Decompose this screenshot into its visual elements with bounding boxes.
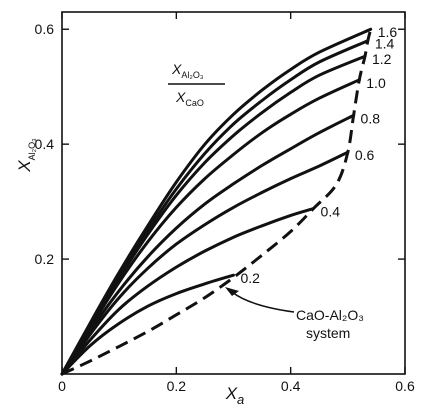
series-line-0-4 <box>60 207 315 376</box>
x-tick-label: 0.4 <box>281 378 301 394</box>
series-line-0-8 <box>60 113 356 376</box>
series-label-0-4: 0.4 <box>321 204 341 220</box>
ratio-denominator: XCaO <box>175 89 204 108</box>
plot-frame <box>61 11 406 375</box>
x-tick-label: 0 <box>58 378 66 394</box>
y-tick-label: 0.4 <box>35 136 55 152</box>
system-arrow-head <box>225 287 239 296</box>
ratio-numerator: XAl₂O₃ <box>171 61 204 80</box>
x-tick-label: 0.2 <box>167 378 187 394</box>
series-label-1-6: 1.6 <box>378 24 398 40</box>
series-line-0-6 <box>60 150 350 376</box>
y-tick-label: 0.6 <box>35 21 55 37</box>
series-label-0-8: 0.8 <box>361 110 381 126</box>
series-label-0-6: 0.6 <box>355 147 375 163</box>
series-line-0-2 <box>60 273 235 376</box>
series-line-1-6 <box>60 27 373 376</box>
axes: 0 0.2 0.4 0.6 0.2 0.4 0.6 <box>35 11 415 394</box>
x-tick-label: 0.6 <box>395 378 415 394</box>
series-label-0-2: 0.2 <box>241 270 261 286</box>
x-axis-label: Xa <box>225 384 245 407</box>
system-label-line-2: system <box>306 325 350 341</box>
system-label-line-1: CaO-Al₂O₃ <box>296 307 364 323</box>
system-arrow-line <box>231 291 295 313</box>
boundary-dashed-line <box>61 28 373 376</box>
system-annotation: CaO-Al₂O₃ system <box>225 287 364 341</box>
plot-area: 0.2 0.4 0.6 0.8 1.0 1.21.41.6 <box>60 24 398 376</box>
svg-text:XAl₂O₃: XAl₂O₃ <box>15 138 37 173</box>
svg-text:Xa: Xa <box>225 384 245 407</box>
y-tick-label: 0.2 <box>35 251 55 267</box>
series-label-1-2: 1.2 <box>372 51 392 67</box>
ratio-legend: XAl₂O₃ XCaO <box>168 61 225 108</box>
series-label-1-4: 1.4 <box>375 36 395 52</box>
series-label-1-0: 1.0 <box>366 75 386 91</box>
y-axis-label: XAl₂O₃ <box>15 138 37 173</box>
series-line-1-0 <box>60 78 361 376</box>
